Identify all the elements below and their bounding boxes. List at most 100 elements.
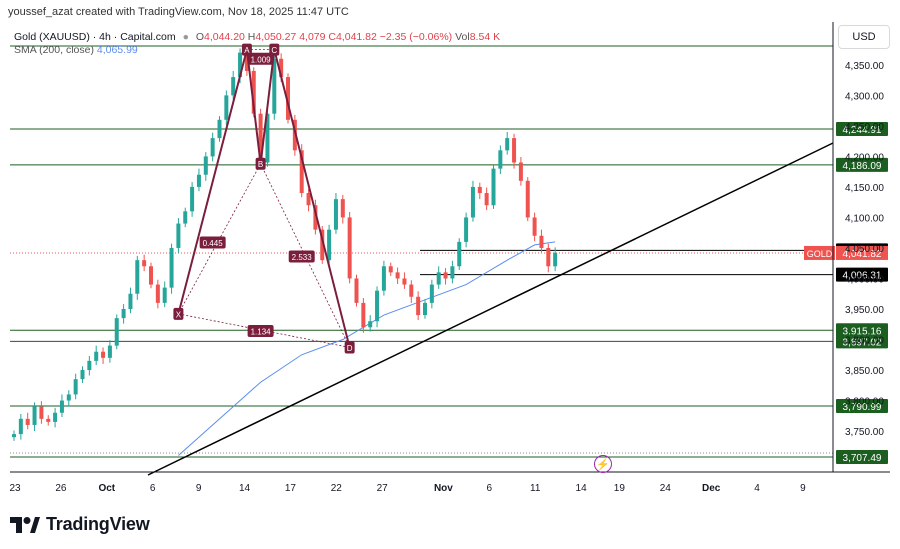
candle-body xyxy=(518,162,523,181)
candle xyxy=(409,280,414,303)
candle xyxy=(190,182,195,217)
candle xyxy=(94,345,99,366)
sma-legend[interactable]: SMA (200, close) 4,065.99 xyxy=(14,44,138,56)
candle-body xyxy=(46,418,51,422)
candle xyxy=(354,274,359,307)
symbol-legend[interactable]: Gold (XAUUSD) · 4h · Capital.com ● O4,04… xyxy=(14,31,500,43)
x-tick-label: Dec xyxy=(702,483,721,494)
candle-body xyxy=(340,199,345,218)
x-tick-label: 17 xyxy=(285,483,297,494)
candle xyxy=(443,268,448,285)
candle xyxy=(46,415,51,426)
close-value: C4,041.82 xyxy=(328,31,377,43)
candle-body xyxy=(539,235,544,248)
x-tick-label: 26 xyxy=(55,483,67,494)
y-tick-label: 4,000.00 xyxy=(845,274,884,285)
tradingview-logo: TradingView xyxy=(10,514,150,535)
harmonic-point-label: X xyxy=(176,310,182,319)
candle-body xyxy=(121,308,126,319)
x-tick-label: Nov xyxy=(434,483,453,494)
candle xyxy=(484,187,489,211)
candle xyxy=(375,286,380,328)
y-tick-label: 3,850.00 xyxy=(845,366,884,377)
candle-body xyxy=(183,211,188,224)
high-label: H xyxy=(247,31,256,43)
candle-body xyxy=(176,223,181,248)
harmonic-point-box xyxy=(241,43,252,56)
creator-line: youssef_azat created with TradingView.co… xyxy=(8,6,349,18)
candle-body xyxy=(395,272,400,279)
y-tick-label: 4,100.00 xyxy=(845,213,884,224)
y-tick-label: 3,750.00 xyxy=(845,427,884,438)
candle xyxy=(231,70,236,100)
level-tag-box xyxy=(836,450,888,464)
current-symbol-label: GOLD xyxy=(807,249,833,259)
tradingview-logo-text: TradingView xyxy=(46,514,150,534)
candle xyxy=(107,340,112,363)
candle-body xyxy=(155,284,160,303)
candle xyxy=(224,90,229,126)
candle-body xyxy=(272,58,277,114)
candle-body xyxy=(333,199,338,230)
candle-body xyxy=(381,266,386,291)
candle-body xyxy=(416,296,421,316)
candle xyxy=(518,157,523,186)
open-label: O xyxy=(195,31,204,43)
candle-body xyxy=(477,186,482,194)
candle xyxy=(18,413,23,440)
candle-body xyxy=(66,394,71,401)
sma-line-group xyxy=(178,241,556,456)
axes: 4,350.00 4,300.00 4,250.00 4,200.00 4,150.00… xyxy=(9,22,890,494)
horizontal-levels: 4,244.914,186.094,045.984,006.313,915.16… xyxy=(10,45,888,464)
x-tick-label: 4 xyxy=(754,483,760,494)
candle-body xyxy=(107,345,112,358)
candle-body xyxy=(53,412,58,422)
candle xyxy=(512,133,517,169)
open-value: 4,044.20 xyxy=(204,31,245,43)
candle xyxy=(25,412,30,430)
candle-body xyxy=(25,418,30,425)
candle xyxy=(155,279,160,309)
y-tick-label: 3,800.00 xyxy=(845,397,884,408)
y-tick-label: 4,200.00 xyxy=(845,152,884,163)
candle-body xyxy=(73,379,78,395)
sma-line xyxy=(178,241,556,456)
candle-body xyxy=(484,193,489,206)
candle-body xyxy=(464,217,469,242)
candle xyxy=(347,211,352,284)
candle-body xyxy=(32,406,37,425)
candle xyxy=(53,407,58,428)
candle xyxy=(464,212,469,248)
candle-body xyxy=(409,284,414,297)
level-tag-box xyxy=(836,334,888,349)
candle xyxy=(457,238,462,270)
candle-body xyxy=(279,58,284,78)
candle-body xyxy=(244,52,249,71)
candle-body xyxy=(87,360,92,371)
candle xyxy=(450,260,455,284)
level-tag-box xyxy=(836,157,888,172)
level-price-tag: 4,006.31 xyxy=(836,267,888,282)
lightning-icon[interactable]: ⚡ xyxy=(594,455,612,473)
candle xyxy=(135,255,140,300)
candle xyxy=(402,272,407,289)
y-tick-label: 4,300.00 xyxy=(845,91,884,102)
candle xyxy=(128,287,133,314)
candle xyxy=(162,281,167,308)
x-tick-label: 6 xyxy=(150,483,156,494)
support-trendline xyxy=(147,142,834,476)
candle xyxy=(80,366,85,383)
harmonic-point-label: C xyxy=(271,46,277,55)
harmonic-ratio: 0.445 xyxy=(199,236,226,249)
level-price-tag: 3,915.16 xyxy=(836,323,888,338)
harmonic-point-box xyxy=(255,157,266,170)
change-value: −2.35 (−0.06%) xyxy=(379,31,453,43)
harmonic-point-D: D xyxy=(344,341,355,354)
level-tag-text: 3,790.99 xyxy=(843,402,882,413)
candle-body xyxy=(59,400,64,413)
x-tick-label: 22 xyxy=(331,483,343,494)
tradingview-logo-icon xyxy=(10,516,40,533)
currency-button[interactable]: USD xyxy=(838,25,890,49)
candle-body xyxy=(429,284,434,303)
